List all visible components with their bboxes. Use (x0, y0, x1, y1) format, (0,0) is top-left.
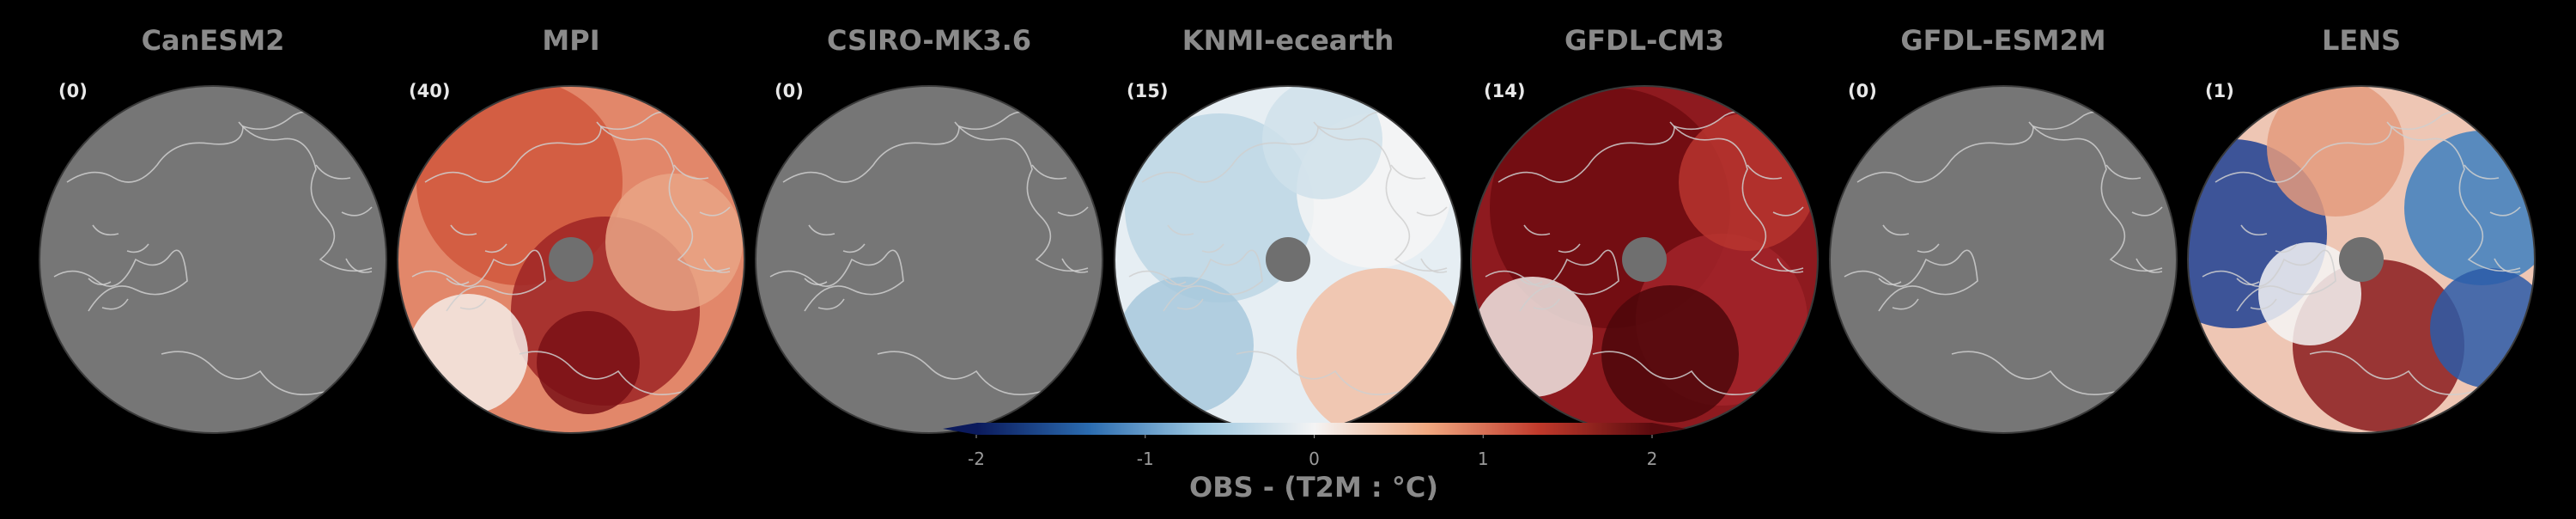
map-boundary (1829, 85, 2178, 434)
map-panel-gfdl-cm3 (1470, 85, 1819, 434)
map-panel-gfdl-esm2m (1829, 85, 2178, 434)
temperature-field (1471, 86, 1818, 433)
colorbar-extend-high (1652, 423, 1686, 435)
panel-count: (40) (409, 81, 451, 101)
pole-hole (549, 237, 593, 282)
panel-title: CanESM2 (141, 24, 285, 57)
panel-title: CSIRO-MK3.6 (826, 24, 1032, 57)
map-boundary (755, 85, 1103, 434)
map-boundary (39, 85, 387, 434)
panel-count: (0) (1848, 81, 1877, 101)
colorbar (977, 423, 1652, 435)
colorbar-extend-low (943, 423, 977, 435)
panel-title: LENS (2321, 24, 2402, 57)
panel-count: (15) (1127, 81, 1169, 101)
map-panel-lens (2187, 85, 2536, 434)
panel-title: MPI (542, 24, 600, 57)
panel-count: (0) (775, 81, 804, 101)
temperature-field (1830, 86, 2177, 433)
colorbar-tick-label: 2 (1646, 449, 1658, 469)
map-boundary (397, 85, 745, 434)
colorbar-tick-label: 1 (1477, 449, 1489, 469)
panel-title: KNMI-ecearth (1182, 24, 1394, 57)
colorbar-tick-label: -1 (1136, 449, 1154, 469)
panel-title: GFDL-ESM2M (1900, 24, 2106, 57)
map-panel-csiro-mk3-6 (755, 85, 1103, 434)
panel-count: (14) (1484, 81, 1526, 101)
pole-hole (2339, 237, 2384, 282)
pole-hole (1266, 237, 1310, 282)
temperature-field (1115, 86, 1461, 433)
pole-hole (1622, 237, 1667, 282)
map-panel-canesm2 (39, 85, 387, 434)
map-panel-knmi-ecearth (1114, 85, 1462, 434)
colorbar-label: OBS - (T2M : °C) (1189, 471, 1438, 504)
map-panel-mpi (397, 85, 745, 434)
colorbar-tick-label: 0 (1309, 449, 1320, 469)
panel-count: (0) (58, 81, 88, 101)
panel-title: GFDL-CM3 (1564, 24, 1724, 57)
temperature-field (39, 86, 386, 433)
colorbar-tick-label: -2 (968, 449, 985, 469)
map-boundary (2187, 85, 2536, 434)
temperature-field (398, 86, 744, 433)
panel-count: (1) (2205, 81, 2234, 101)
temperature-field (2188, 86, 2535, 433)
temperature-field (756, 86, 1103, 433)
